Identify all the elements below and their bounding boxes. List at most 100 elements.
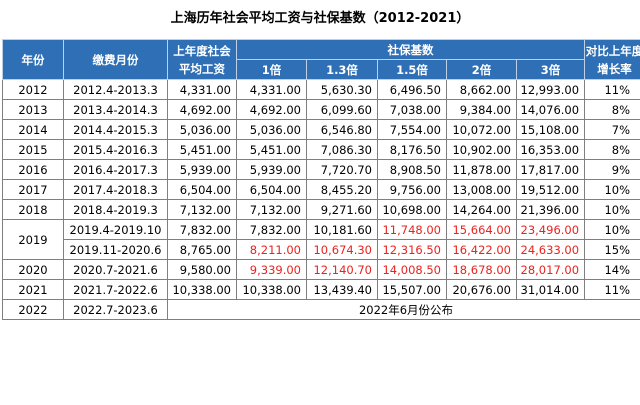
base-3x-cell: 19,512.00 [515, 179, 586, 200]
base-2x-cell: 20,676.00 [446, 279, 517, 300]
months-cell: 2018.4-2019.3 [63, 199, 168, 220]
months-cell: 2017.4-2018.3 [63, 179, 168, 200]
header-multiplier: 2倍 [446, 59, 517, 80]
base-1.5x-cell: 7,554.00 [377, 119, 447, 140]
base-1.3x-cell: 9,271.60 [306, 199, 378, 220]
growth-cell: 10% [584, 219, 640, 240]
table-row: 2017 2017.4-2018.3 6,504.00 6,504.00 8,4… [2, 179, 640, 200]
base-1.3x-cell: 6,099.60 [306, 99, 378, 120]
wage-cell: 8,765.00 [167, 239, 237, 260]
year-cell: 2021 [2, 279, 64, 300]
table-row: 2013 2013.4-2014.3 4,692.00 4,692.00 6,0… [2, 99, 640, 120]
wage-cell: 4,692.00 [167, 99, 237, 120]
base-1.5x-cell: 9,756.00 [377, 179, 447, 200]
base-1.5x-cell: 11,748.00 [377, 219, 447, 240]
months-cell: 2016.4-2017.3 [63, 159, 168, 180]
base-1x-cell: 9,339.00 [236, 259, 307, 280]
months-cell: 2015.4-2016.3 [63, 139, 168, 160]
growth-cell: 10% [584, 199, 640, 220]
base-3x-cell: 17,817.00 [515, 159, 586, 180]
months-cell: 2022.7-2023.6 [63, 299, 168, 320]
table-row: 2019.11-2020.6 8,765.00 8,211.00 10,674.… [3, 239, 640, 260]
base-2x-cell: 11,878.00 [446, 159, 517, 180]
base-1x-cell: 7,132.00 [236, 199, 307, 220]
header-months: 缴费月份 [63, 39, 168, 80]
header-multiplier: 1倍 [236, 59, 307, 80]
months-cell: 2019.11-2020.6 [63, 239, 168, 260]
base-1.3x-cell: 5,630.30 [306, 79, 378, 100]
base-1.3x-cell: 10,181.60 [306, 219, 378, 240]
wage-cell: 7,132.00 [167, 199, 237, 220]
base-3x-cell: 16,353.00 [515, 139, 586, 160]
wage-cell: 7,832.00 [167, 219, 237, 240]
growth-cell: 7% [584, 119, 640, 140]
base-1x-cell: 5,036.00 [236, 119, 307, 140]
base-1.3x-cell: 13,439.40 [306, 279, 378, 300]
growth-cell: 10% [584, 179, 640, 200]
base-1.5x-cell: 7,038.00 [377, 99, 447, 120]
wage-cell: 4,331.00 [167, 79, 237, 100]
base-2x-cell: 15,664.00 [446, 219, 517, 240]
wage-cell: 5,036.00 [167, 119, 237, 140]
year-cell: 2022 [2, 299, 64, 320]
base-2x-cell: 14,264.00 [446, 199, 517, 220]
wage-cell: 5,451.00 [167, 139, 237, 160]
base-3x-cell: 21,396.00 [515, 199, 586, 220]
growth-cell: 11% [584, 279, 640, 300]
announcement-note: 2022年6月份公布 [166, 299, 640, 320]
base-3x-cell: 31,014.00 [515, 279, 586, 300]
header-avg-wage: 上年度社会平均工资 [167, 39, 237, 80]
base-1x-cell: 7,832.00 [236, 219, 307, 240]
year-cell: 2016 [2, 159, 64, 180]
base-1.5x-cell: 14,008.50 [377, 259, 447, 280]
table-row: 2015 2015.4-2016.3 5,451.00 5,451.00 7,0… [2, 139, 640, 160]
header-multiplier: 1.3倍 [306, 59, 378, 80]
base-1.3x-cell: 8,455.20 [306, 179, 378, 200]
table-row: 2018 2018.4-2019.3 7,132.00 7,132.00 9,2… [2, 199, 640, 220]
base-2x-cell: 10,072.00 [446, 119, 517, 140]
months-cell: 2013.4-2014.3 [63, 99, 168, 120]
growth-cell: 14% [584, 259, 640, 280]
base-1.5x-cell: 8,176.50 [377, 139, 447, 160]
year-cell: 2013 [2, 99, 64, 120]
base-1.5x-cell: 15,507.00 [377, 279, 447, 300]
growth-cell: 8% [584, 99, 640, 120]
base-3x-cell: 28,017.00 [515, 259, 586, 280]
months-cell: 2014.4-2015.3 [63, 119, 168, 140]
table-row: 2022 2022.7-2023.6 2022年6月份公布 [2, 299, 640, 320]
base-1x-cell: 4,692.00 [236, 99, 307, 120]
wage-cell: 9,580.00 [167, 259, 237, 280]
base-2x-cell: 8,662.00 [446, 79, 517, 100]
base-3x-cell: 14,076.00 [515, 99, 586, 120]
growth-cell: 15% [584, 239, 640, 260]
base-3x-cell: 15,108.00 [515, 119, 586, 140]
base-1.5x-cell: 10,698.00 [377, 199, 447, 220]
base-2x-cell: 18,678.00 [446, 259, 517, 280]
table-body: 2012 2012.4-2013.3 4,331.00 4,331.00 5,6… [2, 79, 640, 320]
growth-cell: 9% [584, 159, 640, 180]
wage-cell: 6,504.00 [167, 179, 237, 200]
base-1x-cell: 5,451.00 [236, 139, 307, 160]
base-1.3x-cell: 6,546.80 [306, 119, 378, 140]
social-security-table: 年份 缴费月份 上年度社会平均工资 社保基数 对比上年度增长率 1倍 1.3倍 … [2, 39, 640, 320]
base-1.5x-cell: 8,908.50 [377, 159, 447, 180]
header-multiplier: 3倍 [515, 59, 586, 80]
year-cell: 2012 [2, 79, 64, 100]
table-row: 2014 2014.4-2015.3 5,036.00 5,036.00 6,5… [2, 119, 640, 140]
base-3x-cell: 12,993.00 [515, 79, 586, 100]
growth-cell: 8% [584, 139, 640, 160]
header-year: 年份 [2, 39, 64, 80]
base-1.3x-cell: 7,720.70 [306, 159, 378, 180]
base-1x-cell: 6,504.00 [236, 179, 307, 200]
base-1x-cell: 10,338.00 [236, 279, 307, 300]
base-1.3x-cell: 10,674.30 [306, 239, 378, 260]
wage-cell: 10,338.00 [167, 279, 237, 300]
table-row: 2016 2016.4-2017.3 5,939.00 5,939.00 7,7… [2, 159, 640, 180]
table-row: 2019 2019.4-2019.10 7,832.00 7,832.00 10… [2, 219, 640, 260]
base-1.3x-cell: 12,140.70 [306, 259, 378, 280]
header-base-group: 社保基数 [235, 39, 586, 60]
base-3x-cell: 24,633.00 [515, 239, 586, 260]
year-cell: 2015 [2, 139, 64, 160]
year-cell: 2018 [2, 199, 64, 220]
